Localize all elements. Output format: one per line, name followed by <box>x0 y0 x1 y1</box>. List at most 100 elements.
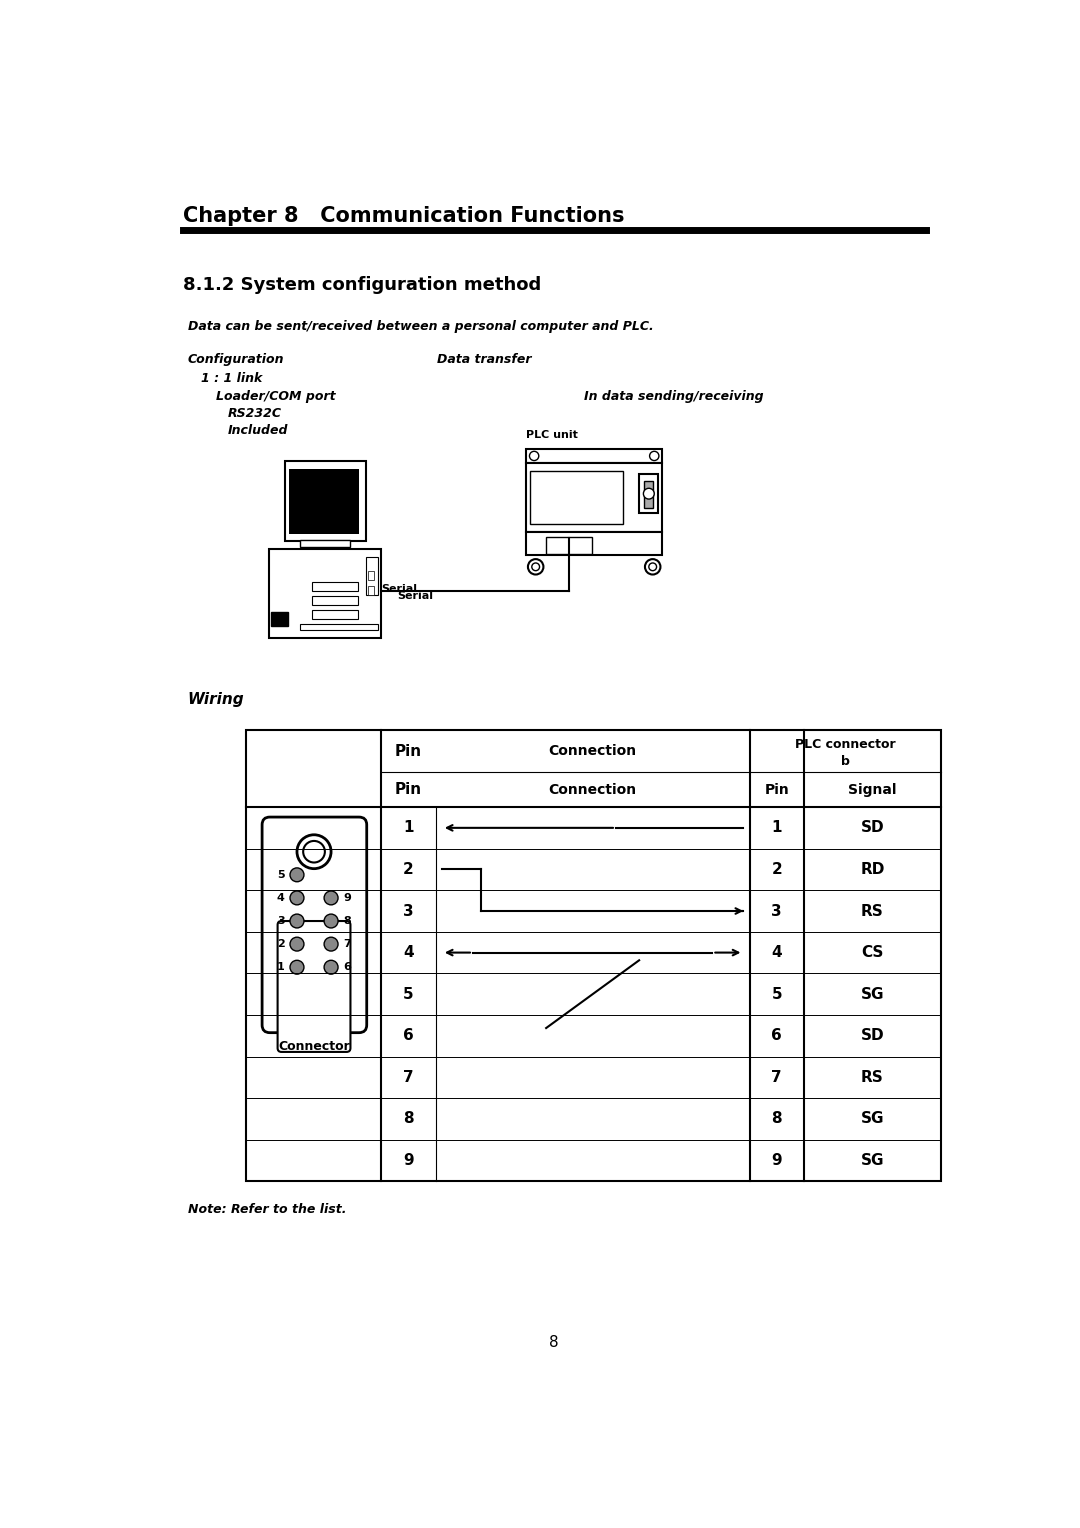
Text: 4: 4 <box>771 946 782 960</box>
Text: Connection: Connection <box>549 744 637 758</box>
Text: Connector: Connector <box>279 1041 350 1053</box>
Text: Connection: Connection <box>549 782 637 796</box>
Bar <box>526 463 662 532</box>
Text: SD: SD <box>861 1028 885 1044</box>
Bar <box>526 532 662 555</box>
Text: Serial: Serial <box>397 591 433 602</box>
Text: Included: Included <box>228 425 288 437</box>
Circle shape <box>529 451 539 460</box>
Text: 6: 6 <box>771 1028 782 1044</box>
Text: SG: SG <box>861 1154 885 1167</box>
Circle shape <box>291 937 303 950</box>
Bar <box>368 570 375 581</box>
Text: 1 : 1 link: 1 : 1 link <box>201 371 262 385</box>
Circle shape <box>649 451 659 460</box>
Bar <box>300 539 350 547</box>
Text: 1: 1 <box>771 821 782 836</box>
Text: Note: Refer to the list.: Note: Refer to the list. <box>188 1203 347 1216</box>
Circle shape <box>644 489 654 500</box>
Bar <box>300 623 378 630</box>
Text: Pin: Pin <box>765 782 789 796</box>
Text: Signal: Signal <box>848 782 896 796</box>
Text: RS: RS <box>861 903 883 918</box>
Bar <box>312 596 359 605</box>
Text: 3: 3 <box>771 903 782 918</box>
Circle shape <box>303 987 325 1008</box>
Text: 3: 3 <box>276 915 284 926</box>
Circle shape <box>291 868 303 882</box>
Text: 6: 6 <box>343 963 351 972</box>
Text: 8: 8 <box>343 915 351 926</box>
Text: Chapter 8   Communication Functions: Chapter 8 Communication Functions <box>183 206 624 226</box>
Text: SG: SG <box>861 987 885 1002</box>
Circle shape <box>297 981 332 1015</box>
Bar <box>638 474 658 513</box>
Text: SD: SD <box>861 821 885 836</box>
Text: Serial: Serial <box>381 584 418 594</box>
Circle shape <box>324 937 338 950</box>
FancyBboxPatch shape <box>262 817 367 1033</box>
Text: Pin: Pin <box>395 782 422 798</box>
Bar <box>530 471 623 524</box>
Bar <box>545 536 592 553</box>
Text: RS232C: RS232C <box>228 408 282 420</box>
Bar <box>246 730 941 1181</box>
Text: 6: 6 <box>403 1028 414 1044</box>
Text: 3: 3 <box>403 903 414 918</box>
Text: 8: 8 <box>403 1111 414 1126</box>
Circle shape <box>531 562 540 570</box>
Text: 4: 4 <box>276 892 284 903</box>
Text: 1: 1 <box>276 963 284 972</box>
Bar <box>271 613 288 626</box>
Bar <box>269 549 381 637</box>
Bar <box>644 481 653 507</box>
Circle shape <box>291 914 303 927</box>
Text: RD: RD <box>861 862 885 877</box>
Text: RS: RS <box>861 1070 883 1085</box>
Text: PLC connector: PLC connector <box>795 738 895 752</box>
Text: 2: 2 <box>276 940 284 949</box>
Text: In data sending/receiving: In data sending/receiving <box>584 390 765 403</box>
Circle shape <box>324 960 338 975</box>
Text: Data transfer: Data transfer <box>437 353 531 365</box>
Text: Wiring: Wiring <box>188 692 244 706</box>
Circle shape <box>528 559 543 575</box>
Bar <box>284 460 366 541</box>
Circle shape <box>303 840 325 862</box>
Text: 5: 5 <box>403 987 414 1002</box>
Text: 5: 5 <box>276 869 284 880</box>
Text: 8.1.2 System configuration method: 8.1.2 System configuration method <box>183 275 541 293</box>
Circle shape <box>649 562 657 570</box>
Text: SG: SG <box>861 1111 885 1126</box>
Text: 7: 7 <box>343 940 351 949</box>
Circle shape <box>291 891 303 905</box>
Text: 2: 2 <box>403 862 414 877</box>
Text: 9: 9 <box>343 892 351 903</box>
Text: 7: 7 <box>403 1070 414 1085</box>
Text: 2: 2 <box>771 862 782 877</box>
Bar <box>312 610 359 619</box>
Text: 7: 7 <box>771 1070 782 1085</box>
Text: 8: 8 <box>549 1335 558 1351</box>
FancyBboxPatch shape <box>278 921 350 1051</box>
Bar <box>368 587 375 596</box>
Circle shape <box>645 559 661 575</box>
Circle shape <box>324 891 338 905</box>
Text: b: b <box>841 755 850 769</box>
Circle shape <box>324 914 338 927</box>
Circle shape <box>291 960 303 975</box>
Text: Loader/COM port: Loader/COM port <box>216 390 336 403</box>
Bar <box>526 449 662 463</box>
Bar <box>312 582 359 591</box>
Text: 8: 8 <box>771 1111 782 1126</box>
Text: Configuration: Configuration <box>188 353 284 365</box>
Text: PLC unit: PLC unit <box>526 429 578 440</box>
Text: 1: 1 <box>403 821 414 836</box>
Text: 9: 9 <box>771 1154 782 1167</box>
Text: Pin: Pin <box>395 744 422 759</box>
Bar <box>366 556 378 596</box>
Bar <box>289 469 359 535</box>
Text: 5: 5 <box>771 987 782 1002</box>
Text: CS: CS <box>861 946 883 960</box>
Text: 4: 4 <box>403 946 414 960</box>
